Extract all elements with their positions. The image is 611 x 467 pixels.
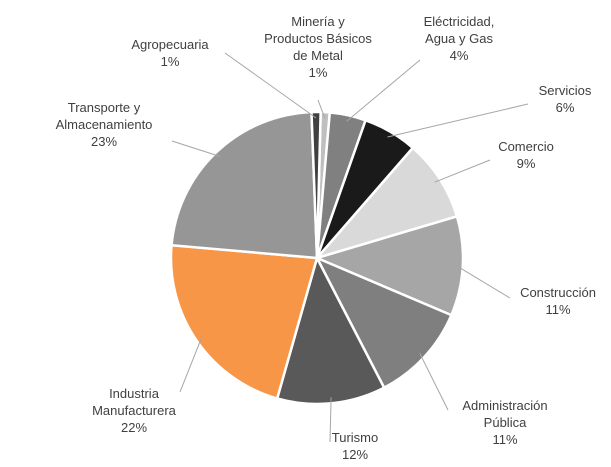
leader-line-6 [329,397,332,443]
pie-slice-9 [310,110,322,259]
slice-label-5: Administración Pública 11% [462,398,547,447]
slice-label-7: Industria Manufacturera 22% [92,386,177,435]
pie-slice-6 [275,254,386,406]
slice-label-1: Eléctricidad, Agua y Gas 4% [424,14,495,63]
leader-line-4 [456,265,511,299]
pie-slice-5 [314,255,453,390]
leader-line-1 [346,59,421,122]
pie-slice-3 [313,146,459,261]
leader-line-5 [419,352,449,411]
slice-label-0: Minería y Productos Básicos de Metal 1% [264,14,372,80]
slice-label-8: Transporte y Almacenamiento 23% [56,100,153,149]
leader-line-3 [434,159,491,183]
slices-layer [169,110,465,406]
leader-line-7 [179,337,203,393]
slice-label-3: Comercio 9% [498,139,554,171]
leader-line-8 [171,140,221,158]
slice-label-4: Construcción 11% [520,285,596,317]
leader-line-2 [387,103,529,138]
leader-line-9 [224,52,317,119]
leader-lines [171,52,529,443]
slice-label-6: Turismo 12% [332,430,378,462]
pie-slice-4 [313,214,465,317]
slice-label-2: Servicios 6% [539,83,592,115]
pie-slice-8 [170,110,319,260]
pie-slice-7 [169,243,319,401]
slice-label-9: Agropecuaria 1% [131,37,209,69]
labels-layer: Minería y Productos Básicos de Metal 1% Eléc… [56,14,596,462]
leader-line-0 [317,99,326,119]
